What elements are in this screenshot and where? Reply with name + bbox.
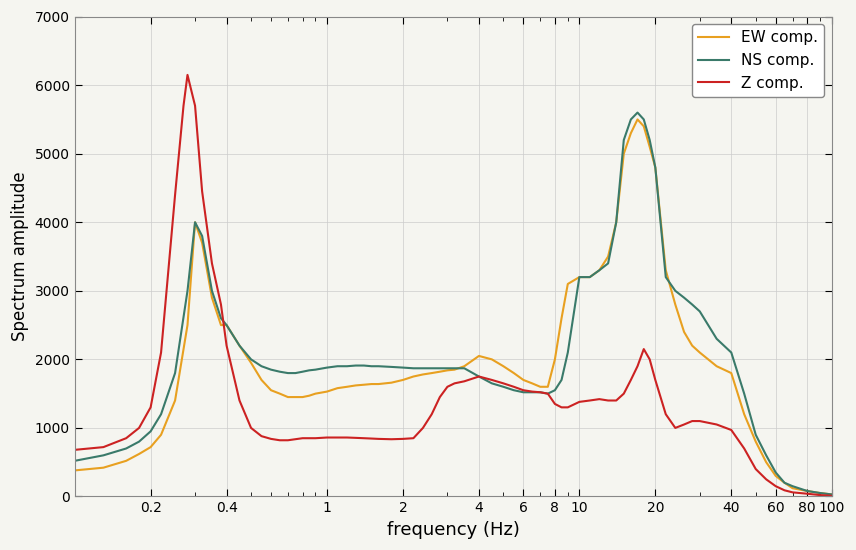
- X-axis label: frequency (Hz): frequency (Hz): [387, 521, 520, 539]
- EW comp.: [418, 371, 428, 378]
- Line: EW comp.: EW comp.: [74, 119, 832, 494]
- EW comp.: [398, 377, 408, 383]
- NS comp.: [69, 458, 80, 464]
- EW comp.: [342, 383, 352, 390]
- Z comp.: [670, 425, 681, 431]
- Legend: EW comp., NS comp., Z comp.: EW comp., NS comp., Z comp.: [692, 24, 824, 97]
- Z comp.: [182, 72, 193, 78]
- Z comp.: [366, 435, 377, 442]
- Z comp.: [827, 492, 837, 499]
- Z comp.: [69, 447, 80, 453]
- Z comp.: [498, 380, 508, 387]
- NS comp.: [398, 364, 408, 371]
- EW comp.: [508, 370, 519, 376]
- EW comp.: [827, 491, 837, 498]
- EW comp.: [633, 116, 643, 123]
- Z comp.: [594, 396, 604, 403]
- Line: Z comp.: Z comp.: [74, 75, 832, 496]
- Y-axis label: Spectrum amplitude: Spectrum amplitude: [11, 172, 29, 342]
- Z comp.: [178, 102, 188, 109]
- EW comp.: [69, 467, 80, 474]
- NS comp.: [633, 109, 643, 116]
- EW comp.: [256, 377, 266, 383]
- NS comp.: [418, 365, 428, 372]
- NS comp.: [508, 387, 519, 393]
- NS comp.: [342, 363, 352, 370]
- EW comp.: [351, 382, 361, 389]
- NS comp.: [827, 491, 837, 498]
- Line: NS comp.: NS comp.: [74, 113, 832, 494]
- NS comp.: [351, 362, 361, 369]
- NS comp.: [256, 363, 266, 370]
- Z comp.: [574, 399, 585, 405]
